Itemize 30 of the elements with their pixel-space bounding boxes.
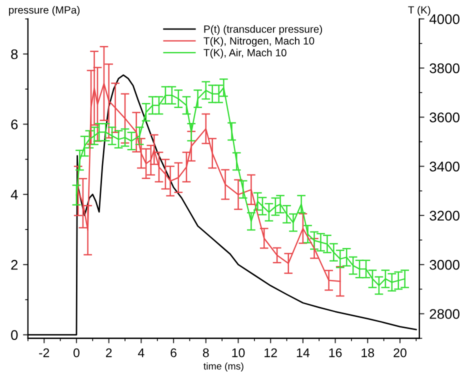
x-tick-label: 12 [264,348,277,358]
y2-tick-label: 2800 [430,309,460,319]
y2-tick-label: 3600 [430,112,460,122]
x-tick-label: 10 [232,348,245,358]
y-tick-label: 2 [11,260,18,270]
x-tick-label: 6 [170,348,176,358]
x-tick-label: 4 [138,348,144,358]
y-tick-label: 4 [10,190,18,200]
y2-tick-label: 4000 [429,14,460,24]
y-tick-label: 0 [11,330,18,340]
y-axis-title: pressure (MPa) [9,6,80,16]
legend-label: P(t) (transducer pressure) [204,25,322,35]
y2-tick-label: 3800 [430,63,460,74]
y2-tick-label: 3200 [430,210,460,221]
y-tick-label: 8 [11,49,18,60]
x-tick-label: 2 [106,348,112,358]
x-tick-label: 8 [202,348,209,358]
x-tick-label: 18 [362,348,374,358]
y-tick-label: 6 [11,120,18,130]
legend-label: T(K), Nitrogen, Mach 10 [204,36,314,47]
x-tick-label: 16 [329,348,342,358]
legend-label: T(K), Air, Mach 10 [204,48,286,58]
y2-tick-label: 3400 [430,162,460,172]
x-tick-label: 14 [296,348,310,358]
x-tick-label: 0 [74,348,80,358]
x-axis-title: time (ms) [204,362,244,372]
y2-tick-label: 3000 [430,260,460,270]
y2-axis-title: T (K) [408,6,430,16]
x-tick-label: -2 [39,348,50,358]
x-tick-label: 20 [394,348,406,358]
